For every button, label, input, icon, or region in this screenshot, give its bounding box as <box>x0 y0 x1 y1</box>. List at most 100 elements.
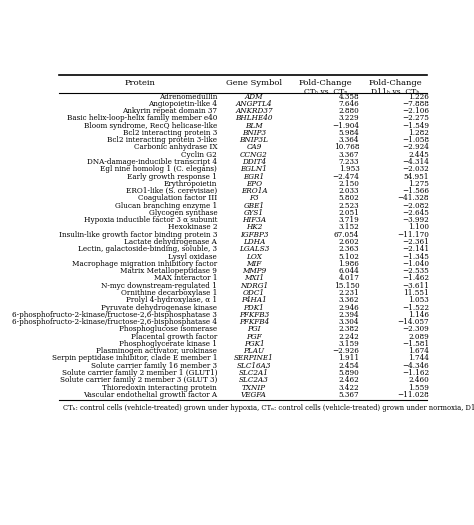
Text: Vascular endothelial growth factor A: Vascular endothelial growth factor A <box>83 391 217 399</box>
Text: Phosphoglucose isomerase: Phosphoglucose isomerase <box>119 326 217 333</box>
Text: 1.559: 1.559 <box>408 384 429 392</box>
Text: 2.454: 2.454 <box>338 362 359 370</box>
Text: 2.382: 2.382 <box>339 326 359 333</box>
Text: −41.328: −41.328 <box>398 194 429 202</box>
Text: 2.051: 2.051 <box>338 209 359 217</box>
Text: SLC16A3: SLC16A3 <box>237 362 271 370</box>
Text: EGLN1: EGLN1 <box>240 165 267 173</box>
Text: 6-phosphofructo-2-kinase/fructose-2,6-bisphosphatase 3: 6-phosphofructo-2-kinase/fructose-2,6-bi… <box>12 311 217 319</box>
Text: PFKFB3: PFKFB3 <box>239 311 269 319</box>
Text: PGI: PGI <box>247 326 261 333</box>
Text: 3.304: 3.304 <box>339 318 359 326</box>
Text: Hexokinase 2: Hexokinase 2 <box>168 224 217 232</box>
Text: Glucan branching enzyme 1: Glucan branching enzyme 1 <box>115 202 217 209</box>
Text: 10.768: 10.768 <box>334 143 359 151</box>
Text: 1.053: 1.053 <box>409 296 429 304</box>
Text: ODC1: ODC1 <box>243 289 265 297</box>
Text: Placental growth factor: Placental growth factor <box>131 333 217 341</box>
Text: −1.462: −1.462 <box>402 275 429 282</box>
Text: 7.646: 7.646 <box>338 100 359 108</box>
Text: −4.346: −4.346 <box>402 362 429 370</box>
Text: 3.229: 3.229 <box>339 114 359 122</box>
Text: SLC2A3: SLC2A3 <box>239 376 269 384</box>
Text: 1.146: 1.146 <box>408 311 429 319</box>
Text: Carbonic anhydrase IX: Carbonic anhydrase IX <box>134 143 217 151</box>
Text: 2.523: 2.523 <box>339 202 359 209</box>
Text: CTₕ vs. CTₙ: CTₕ vs. CTₙ <box>304 88 347 96</box>
Text: −1.040: −1.040 <box>402 260 429 268</box>
Text: MMP9: MMP9 <box>242 267 266 275</box>
Text: −2.141: −2.141 <box>402 245 429 254</box>
Text: −1.522: −1.522 <box>402 303 429 311</box>
Text: PGK1: PGK1 <box>244 340 264 348</box>
Text: 2.462: 2.462 <box>338 376 359 384</box>
Text: 5.367: 5.367 <box>339 391 359 399</box>
Text: CA9: CA9 <box>246 143 262 151</box>
Text: Serpin peptidase inhibitor, clade E member 1: Serpin peptidase inhibitor, clade E memb… <box>52 354 217 362</box>
Text: DDIT4: DDIT4 <box>242 158 266 166</box>
Text: PFKFB4: PFKFB4 <box>239 318 269 326</box>
Text: Protein: Protein <box>125 79 155 87</box>
Text: Insulin-like growth factor binding protein 3: Insulin-like growth factor binding prote… <box>59 231 217 239</box>
Text: 1.282: 1.282 <box>408 129 429 137</box>
Text: Lactate dehydrogenase A: Lactate dehydrogenase A <box>124 238 217 246</box>
Text: 2.946: 2.946 <box>338 303 359 311</box>
Text: −1.581: −1.581 <box>402 340 429 348</box>
Text: −1.904: −1.904 <box>332 122 359 130</box>
Text: Angiopoietin-like 4: Angiopoietin-like 4 <box>148 100 217 108</box>
Text: SLC2A1: SLC2A1 <box>239 369 269 377</box>
Text: −1.566: −1.566 <box>402 187 429 195</box>
Text: −2.926: −2.926 <box>332 347 359 355</box>
Text: 2.394: 2.394 <box>339 311 359 319</box>
Text: IGFBP3: IGFBP3 <box>240 231 268 239</box>
Text: Fold-Change: Fold-Change <box>369 79 422 87</box>
Text: PDK1: PDK1 <box>244 303 264 311</box>
Text: Cyclin G2: Cyclin G2 <box>182 151 217 159</box>
Text: ANKRD37: ANKRD37 <box>235 107 273 115</box>
Text: TXNIP: TXNIP <box>242 384 266 392</box>
Text: 2.033: 2.033 <box>339 187 359 195</box>
Text: Glycogen synthase: Glycogen synthase <box>148 209 217 217</box>
Text: −3.611: −3.611 <box>402 282 429 290</box>
Text: 2.089: 2.089 <box>409 333 429 341</box>
Text: 2.880: 2.880 <box>338 107 359 115</box>
Text: 5.984: 5.984 <box>338 129 359 137</box>
Text: 2.150: 2.150 <box>338 180 359 188</box>
Text: ANGPTL4: ANGPTL4 <box>236 100 272 108</box>
Text: MAX interactor 1: MAX interactor 1 <box>154 275 217 282</box>
Text: 5.890: 5.890 <box>338 369 359 377</box>
Text: −2.535: −2.535 <box>402 267 429 275</box>
Text: −2.106: −2.106 <box>402 107 429 115</box>
Text: 4.017: 4.017 <box>338 275 359 282</box>
Text: VEGFA: VEGFA <box>241 391 267 399</box>
Text: LDHA: LDHA <box>243 238 265 246</box>
Text: Solute carrier family 16 member 3: Solute carrier family 16 member 3 <box>91 362 217 370</box>
Text: 1.911: 1.911 <box>338 354 359 362</box>
Text: Lectin, galactoside-binding, soluble, 3: Lectin, galactoside-binding, soluble, 3 <box>78 245 217 254</box>
Text: HIF3A: HIF3A <box>242 216 266 224</box>
Text: CCNG2: CCNG2 <box>240 151 268 159</box>
Text: −1.549: −1.549 <box>402 122 429 130</box>
Text: −2.032: −2.032 <box>402 165 429 173</box>
Text: 2.445: 2.445 <box>409 151 429 159</box>
Text: 15.150: 15.150 <box>334 282 359 290</box>
Text: 3.364: 3.364 <box>339 136 359 144</box>
Text: 2.242: 2.242 <box>338 333 359 341</box>
Text: 2.460: 2.460 <box>409 376 429 384</box>
Text: −11.170: −11.170 <box>397 231 429 239</box>
Text: BNIP3L: BNIP3L <box>239 136 268 144</box>
Text: Matrix Metallopeptidase 9: Matrix Metallopeptidase 9 <box>120 267 217 275</box>
Text: 2.363: 2.363 <box>339 245 359 254</box>
Text: 1.953: 1.953 <box>338 165 359 173</box>
Text: 1.674: 1.674 <box>408 347 429 355</box>
Text: 7.233: 7.233 <box>339 158 359 166</box>
Text: −2.275: −2.275 <box>402 114 429 122</box>
Text: CTₕ: control cells (vehicle-treated) grown under hypoxia, CTₙ: control cells (ve: CTₕ: control cells (vehicle-treated) gro… <box>63 404 474 412</box>
Text: Hypoxia inducible factor 3 α subunit: Hypoxia inducible factor 3 α subunit <box>84 216 217 224</box>
Text: PGF: PGF <box>246 333 262 341</box>
Text: −2.474: −2.474 <box>332 173 359 181</box>
Text: SERPINE1: SERPINE1 <box>234 354 274 362</box>
Text: Phosphoglycerate kinase 1: Phosphoglycerate kinase 1 <box>119 340 217 348</box>
Text: DNA-damage-inducible transcript 4: DNA-damage-inducible transcript 4 <box>87 158 217 166</box>
Text: Ankyrin repeat domain 37: Ankyrin repeat domain 37 <box>122 107 217 115</box>
